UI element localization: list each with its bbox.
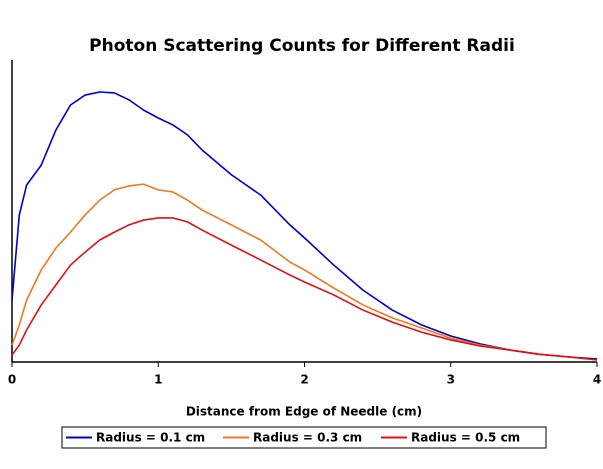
legend-label: Radius = 0.5 cm	[411, 431, 520, 445]
legend-label: Radius = 0.3 cm	[253, 431, 362, 445]
x-tick-label: 1	[154, 373, 162, 387]
x-tick-label: 3	[447, 373, 455, 387]
legend-box	[61, 426, 547, 449]
x-tick-label: 0	[8, 373, 16, 387]
x-axis-label: Distance from Edge of Needle (cm)	[186, 405, 422, 419]
legend-label: Radius = 0.1 cm	[96, 431, 205, 445]
series-line	[11, 91, 598, 360]
x-tick-label: 2	[300, 373, 308, 387]
chart-title: Photon Scattering Counts for Different R…	[89, 36, 515, 56]
series-line	[11, 183, 598, 361]
series-line	[11, 217, 598, 361]
x-tick-label: 4	[593, 373, 601, 387]
